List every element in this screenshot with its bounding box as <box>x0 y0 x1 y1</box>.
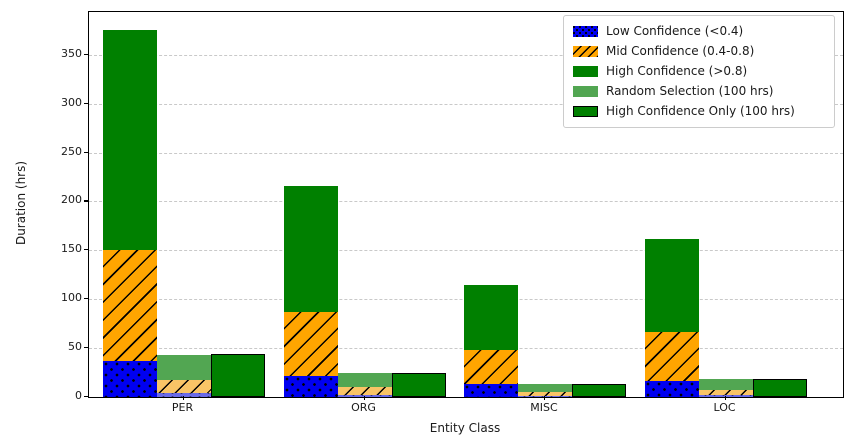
y-tick-label: 0 <box>75 389 82 402</box>
x-axis-label: Entity Class <box>429 421 501 435</box>
x-tick-mark <box>544 396 546 400</box>
y-tick-mark <box>84 347 88 349</box>
bar-misc-mid-confidence <box>464 350 518 385</box>
bar-per-high-confidence <box>102 30 157 251</box>
legend-entry: High Confidence (>0.8) <box>573 64 825 79</box>
y-tick-label: 200 <box>61 193 82 207</box>
bar-loc-random-mid-confidence <box>698 389 753 396</box>
legend-entry: High Confidence Only (100 hrs) <box>573 104 825 119</box>
legend-entry: Mid Confidence (0.4-0.8) <box>573 44 825 59</box>
legend-label: High Confidence (>0.8) <box>606 63 748 78</box>
bar-per-mid-confidence <box>102 250 157 361</box>
y-tick-mark <box>84 298 88 300</box>
y-tick-mark <box>84 151 88 153</box>
legend-swatch-high-confidence <box>573 65 598 77</box>
legend-label: Mid Confidence (0.4-0.8) <box>606 43 755 58</box>
y-tick-mark <box>84 200 88 202</box>
gridline-250 <box>89 152 843 154</box>
bar-per-low-confidence <box>102 360 157 397</box>
bar-per-random-high-confidence <box>156 354 211 381</box>
y-tick-label: 300 <box>61 95 82 109</box>
bar-org-high-confidence <box>283 185 338 312</box>
x-tick-label-misc: MISC <box>530 401 558 414</box>
x-tick-label-loc: LOC <box>713 401 736 414</box>
bar-per-random-low-confidence <box>156 392 211 397</box>
y-tick-mark <box>84 102 88 104</box>
legend: Low Confidence (<0.4) Mid Confidence (0.4… <box>563 15 835 128</box>
y-tick-mark <box>84 396 88 398</box>
legend-swatch-high-confidence-only <box>573 106 598 118</box>
x-tick-label-per: PER <box>171 401 194 414</box>
bar-org-random-high-confidence <box>337 372 392 388</box>
bar-org-mid-confidence <box>283 311 338 377</box>
bar-misc-low-confidence <box>464 384 518 397</box>
legend-swatch-random-selection <box>573 86 598 98</box>
legend-entry: Low Confidence (<0.4) <box>573 24 825 39</box>
x-tick-label-org: ORG <box>351 401 376 414</box>
y-tick-mark <box>84 53 88 55</box>
legend-swatch-low-confidence <box>573 25 598 37</box>
y-tick-label: 100 <box>61 291 82 305</box>
bar-org-high-confidence-only <box>391 372 446 397</box>
bar-per-random-mid-confidence <box>156 380 211 393</box>
bar-misc-high-confidence-only <box>572 384 626 397</box>
y-tick-label: 350 <box>61 46 82 60</box>
legend-label: Random Selection (100 hrs) <box>606 84 774 99</box>
bar-misc-random-mid-confidence <box>518 391 572 396</box>
y-tick-label: 250 <box>61 144 82 158</box>
x-tick-mark <box>363 396 365 400</box>
bar-org-random-low-confidence <box>337 394 392 397</box>
bar-loc-high-confidence-only <box>752 378 807 397</box>
bar-misc-random-high-confidence <box>518 384 572 392</box>
gridline-350 <box>89 54 843 56</box>
bar-misc-high-confidence <box>464 284 518 351</box>
legend-label: High Confidence Only (100 hrs) <box>606 104 795 119</box>
y-tick-label: 150 <box>61 242 82 256</box>
legend-label: Low Confidence (<0.4) <box>606 23 744 38</box>
y-axis-label: Duration (hrs) <box>14 160 28 246</box>
bar-loc-mid-confidence <box>644 332 699 382</box>
bar-loc-high-confidence <box>644 238 699 333</box>
y-tick-mark <box>84 249 88 251</box>
bar-loc-random-high-confidence <box>698 378 753 390</box>
gridline-300 <box>89 103 843 105</box>
bar-loc-low-confidence <box>644 381 699 397</box>
y-tick-label: 50 <box>68 340 82 354</box>
legend-entry: Random Selection (100 hrs) <box>573 84 825 99</box>
bar-org-low-confidence <box>283 376 338 397</box>
x-tick-mark <box>182 396 184 400</box>
gridline-150 <box>89 250 843 252</box>
legend-swatch-mid-confidence <box>573 45 598 57</box>
bar-org-random-mid-confidence <box>337 387 392 395</box>
x-tick-mark <box>724 396 726 400</box>
bar-per-high-confidence-only <box>210 354 265 397</box>
gridline-200 <box>89 201 843 203</box>
